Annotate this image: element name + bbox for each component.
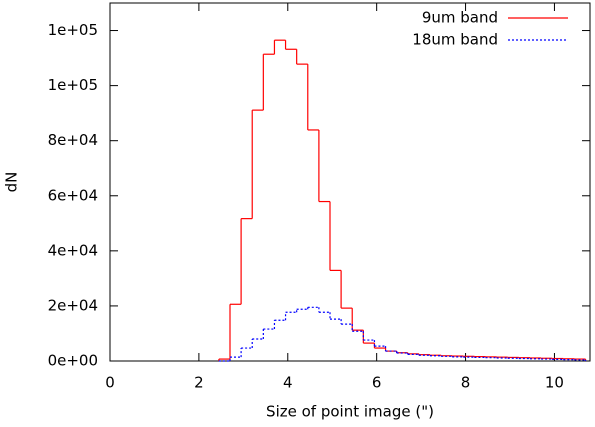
y-tick-label: 1e+05 <box>48 76 98 94</box>
y-tick-label: 2e+04 <box>48 296 98 314</box>
y-axis-label: dN <box>3 172 21 193</box>
plot-frame <box>109 2 591 362</box>
x-tick-label: 2 <box>194 374 204 392</box>
x-tick-label: 4 <box>283 374 293 392</box>
y-tick-label: 8e+04 <box>48 131 98 149</box>
legend-label: 18um band <box>412 31 498 49</box>
x-tick-label: 10 <box>545 374 564 392</box>
x-tick-label: 8 <box>461 374 471 392</box>
x-axis-label: Size of point image (") <box>266 403 434 421</box>
x-tick-label: 0 <box>105 374 115 392</box>
y-tick-label: 1e+05 <box>48 21 98 39</box>
legend-label: 9um band <box>422 9 498 27</box>
y-tick-label: 0e+00 <box>48 352 98 370</box>
y-tick-label: 6e+04 <box>48 186 98 204</box>
y-tick-label: 4e+04 <box>48 241 98 259</box>
x-tick-label: 6 <box>372 374 382 392</box>
